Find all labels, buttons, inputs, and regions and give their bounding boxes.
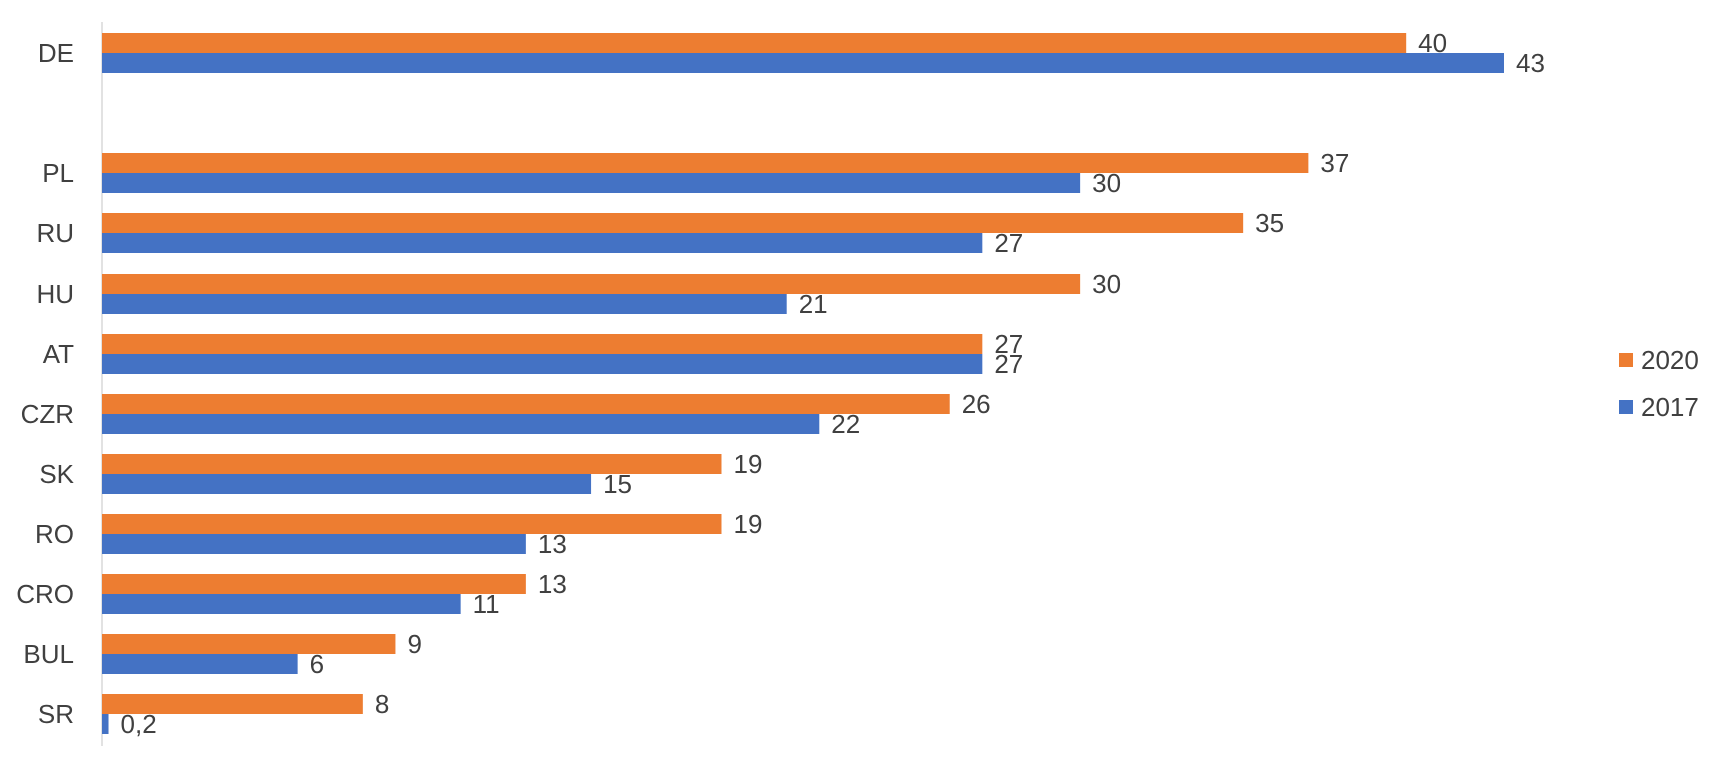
data-label-2017-RO: 13	[538, 529, 567, 559]
legend-swatch-2017	[1619, 400, 1633, 414]
category-label: PL	[42, 158, 74, 188]
bar-2017-BUL	[102, 654, 298, 674]
data-label-2017-HU: 21	[799, 289, 828, 319]
category-label: SR	[38, 699, 74, 729]
bar-2020-CZR	[102, 394, 950, 414]
bar-2020-AT	[102, 334, 983, 354]
bar-2020-BUL	[102, 634, 396, 654]
category-label: AT	[43, 339, 74, 369]
bar-2017-PL	[102, 173, 1081, 193]
data-label-2020-CZR: 26	[962, 389, 991, 419]
bar-2020-SR	[102, 694, 363, 714]
bar-2017-CZR	[102, 414, 820, 434]
legend-label-2020: 2020	[1641, 345, 1699, 375]
data-label-2017-SK: 15	[603, 469, 632, 499]
data-label-2017-PL: 30	[1092, 168, 1121, 198]
data-label-2017-RU: 27	[994, 228, 1023, 258]
bar-2020-RO	[102, 514, 722, 534]
category-label: HU	[36, 279, 74, 309]
bar-2017-RU	[102, 233, 983, 253]
data-label-2020-BUL: 9	[407, 629, 421, 659]
category-label: SK	[39, 459, 74, 489]
category-label: RO	[35, 519, 74, 549]
bar-2020-PL	[102, 153, 1309, 173]
data-label-2017-SR: 0,2	[121, 709, 157, 739]
bar-2020-CRO	[102, 574, 526, 594]
bar-2017-SK	[102, 474, 592, 494]
bar-2020-RU	[102, 213, 1244, 233]
bar-2020-DE	[102, 33, 1407, 53]
bar-2017-SR	[102, 714, 109, 734]
data-label-2017-CZR: 22	[831, 409, 860, 439]
category-label: CRO	[16, 579, 74, 609]
data-label-2020-SK: 19	[733, 449, 762, 479]
data-label-2020-DE: 40	[1418, 28, 1447, 58]
bar-2017-AT	[102, 354, 983, 374]
data-label-2020-AT: 27	[994, 329, 1023, 359]
category-label: BUL	[23, 639, 74, 669]
legend-label-2017: 2017	[1641, 392, 1699, 422]
legend: 2020 2017	[1619, 345, 1699, 422]
bar-2020-HU	[102, 274, 1081, 294]
legend-swatch-2020	[1619, 353, 1633, 367]
data-label-2017-AT: 27	[994, 349, 1023, 379]
data-label-2017-CRO: 11	[473, 589, 500, 619]
bars-layer	[102, 33, 1504, 734]
data-label-2020-CRO: 13	[538, 569, 567, 599]
bar-2017-HU	[102, 294, 787, 314]
category-label: DE	[38, 38, 74, 68]
data-label-2017-DE: 43	[1516, 48, 1545, 78]
bar-2020-SK	[102, 454, 722, 474]
category-label: CZR	[21, 399, 74, 429]
data-label-2020-HU: 30	[1092, 269, 1121, 299]
data-label-2020-RU: 35	[1255, 208, 1284, 238]
bar-2017-RO	[102, 534, 526, 554]
data-label-2020-RO: 19	[733, 509, 762, 539]
bar-2017-CRO	[102, 594, 461, 614]
category-label: RU	[36, 218, 74, 248]
data-label-2020-SR: 8	[375, 689, 389, 719]
data-label-2020-PL: 37	[1320, 148, 1349, 178]
data-label-2017-BUL: 6	[310, 649, 324, 679]
bar-2017-DE	[102, 53, 1504, 73]
